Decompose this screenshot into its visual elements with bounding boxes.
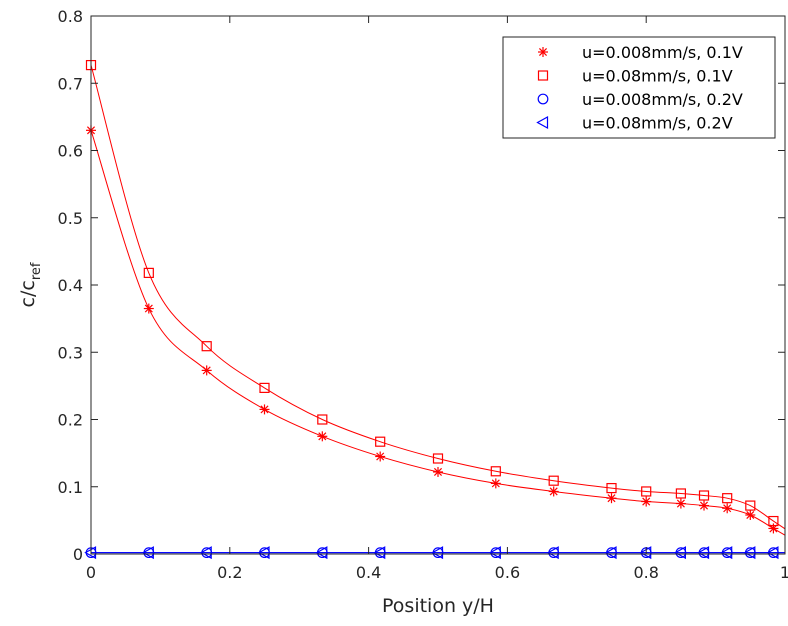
data-point-series-1-stroke (676, 499, 685, 508)
data-point-series-2 (768, 515, 779, 527)
data-point-series-2 (375, 436, 386, 447)
data-point-series-4 (431, 546, 444, 560)
data-point-series-4 (315, 546, 328, 560)
data-point-series-1 (606, 493, 617, 504)
data-point-series-1 (201, 365, 212, 376)
data-point-series-4 (373, 546, 386, 560)
data-point-series-4 (743, 546, 756, 560)
data-point-series-1-stroke (491, 479, 500, 488)
y-tick-label: 0 (73, 545, 83, 564)
data-point-series-2 (259, 382, 270, 393)
data-point-series-1 (490, 478, 501, 489)
data-point-series-2 (606, 482, 617, 494)
data-point-series-1-stroke (202, 366, 211, 375)
x-tick-label: 0.6 (495, 563, 520, 582)
data-point-series-4 (766, 546, 779, 560)
data-point-series-2 (432, 453, 444, 464)
legend-marker-3 (537, 93, 549, 105)
y-tick-label: 0.2 (58, 411, 83, 430)
legend-marker-1-stroke (538, 47, 548, 57)
x-tick-label: 0.8 (633, 563, 658, 582)
data-point-series-1-stroke (318, 432, 327, 441)
x-tick-label: 1 (780, 563, 788, 582)
y-tick-label: 0.4 (58, 276, 83, 295)
data-point-series-1 (317, 431, 328, 442)
data-point-series-1-stroke (607, 494, 616, 503)
x-axis-title: Position y/H (382, 595, 494, 617)
data-point-series-1-stroke (433, 467, 443, 476)
y-axis-title-sub: ref (29, 262, 44, 280)
legend: u=0.008mm/s, 0.1V u=0.08mm/s, 0.1V u=0.008… (502, 36, 776, 139)
y-tick-label: 0.7 (58, 74, 83, 93)
data-point-series-4 (199, 546, 212, 560)
axes-layer: 0 0.2 0.4 0.6 0.8 1 0 0.1 0.2 0.3 0.4 0.5 0.6 0.7 0.8 (58, 7, 788, 582)
data-point-series-1-stroke (699, 501, 709, 510)
data-point-series-4 (257, 546, 270, 560)
legend-marker-2 (537, 70, 549, 81)
data-point-series-1-stroke (144, 304, 153, 313)
data-point-series-1-stroke (642, 497, 651, 506)
data-point-series-2 (745, 500, 756, 511)
data-point-series-1 (259, 404, 270, 415)
data-point-series-4 (142, 546, 154, 560)
data-point-series-1 (375, 451, 386, 462)
data-point-series-1 (641, 496, 652, 507)
data-point-series-4 (720, 546, 733, 560)
data-point-series-1-stroke (723, 504, 732, 513)
data-point-series-1 (745, 509, 756, 520)
y-axis-title-main: c/c (17, 280, 39, 307)
x-tick-label: 0 (86, 563, 96, 582)
data-point-series-2 (698, 490, 710, 501)
data-point-series-1 (548, 486, 559, 497)
data-point-series-2 (675, 488, 687, 499)
y-axis-title: c/cref (17, 262, 44, 307)
data-point-series-1 (699, 500, 710, 511)
x-tick-label: 0.4 (356, 563, 381, 582)
data-point-series-1-stroke (376, 452, 385, 461)
y-tick-label: 0.8 (58, 7, 83, 26)
data-point-series-1-stroke (549, 487, 558, 496)
data-point-series-2 (201, 341, 212, 352)
data-point-series-1 (722, 503, 733, 514)
data-point-series-1 (768, 523, 779, 534)
y-tick-label: 0.5 (58, 209, 83, 228)
y-tick-label: 0.6 (58, 142, 83, 161)
data-point-series-4 (546, 546, 559, 560)
series-line-2 (90, 64, 786, 530)
data-point-series-2 (490, 466, 501, 477)
legend-label-1: u=0.008mm/s, 0.1V (582, 43, 743, 62)
legend-label-4: u=0.08mm/s, 0.2V (582, 114, 733, 133)
data-point-series-2 (722, 493, 733, 504)
data-point-series-2 (143, 267, 154, 278)
y-tick-label: 0.3 (58, 343, 83, 362)
legend-label-3: u=0.008mm/s, 0.2V (582, 90, 743, 109)
data-point-series-4 (604, 546, 617, 560)
data-point-series-4 (489, 546, 501, 560)
legend-marker-1 (538, 47, 548, 57)
y-tick-label: 0.1 (58, 478, 83, 497)
markers-layer (84, 59, 779, 560)
x-tick-label: 0.2 (217, 563, 242, 582)
legend-marker-4 (536, 115, 549, 130)
data-point-series-2 (548, 475, 559, 486)
data-point-series-4 (674, 546, 687, 560)
data-point-series-2 (641, 486, 652, 497)
data-point-series-2 (317, 414, 328, 425)
data-point-series-4 (697, 546, 710, 560)
data-point-series-1-stroke (260, 405, 269, 414)
legend-box (502, 36, 776, 139)
data-point-series-1-stroke (746, 510, 755, 520)
legend-label-2: u=0.08mm/s, 0.1V (582, 67, 733, 86)
data-point-series-1 (433, 466, 443, 477)
data-point-series-1 (143, 303, 154, 314)
data-point-series-1 (675, 498, 686, 509)
